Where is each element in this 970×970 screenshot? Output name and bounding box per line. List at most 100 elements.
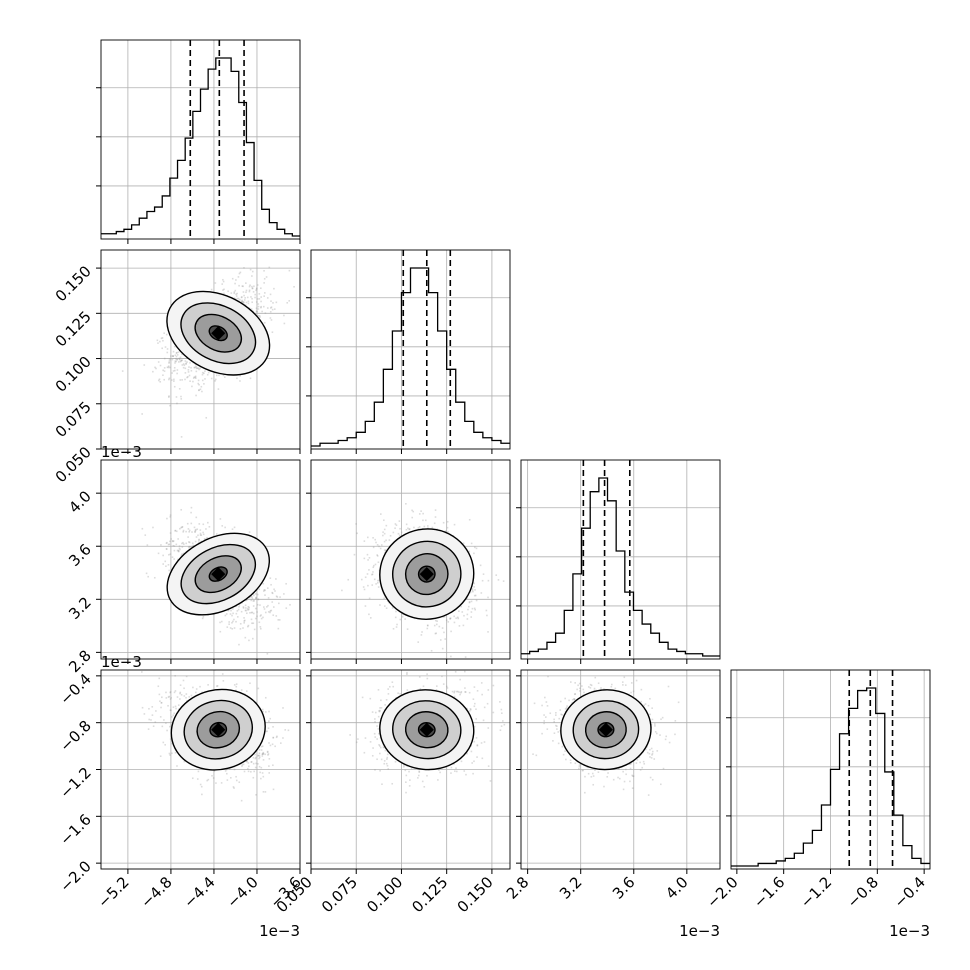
- scatter-point: [235, 620, 237, 623]
- scatter-point: [263, 321, 266, 324]
- scatter-point: [232, 608, 234, 610]
- scatter-point: [158, 378, 161, 381]
- scatter-point: [162, 554, 164, 557]
- scatter-point: [181, 353, 183, 356]
- scatter-point: [473, 552, 475, 555]
- scatter-point: [173, 345, 176, 348]
- scatter-point: [466, 613, 469, 616]
- scatter-point: [353, 553, 356, 556]
- scatter-point: [146, 544, 149, 546]
- scatter-point: [189, 362, 191, 364]
- scatter-point: [215, 533, 218, 535]
- scatter-point: [183, 760, 186, 763]
- scatter-point: [200, 385, 203, 388]
- scatter-point: [242, 627, 244, 629]
- scatter-point: [191, 385, 193, 388]
- scatter-point: [197, 379, 200, 382]
- scatter-point: [178, 545, 181, 547]
- scatter-point: [171, 358, 174, 361]
- scatter-point: [250, 761, 253, 763]
- scatter-point: [181, 546, 184, 548]
- scatter-point: [143, 364, 146, 366]
- scatter-point: [288, 269, 291, 272]
- scatter-point: [341, 589, 343, 592]
- density-peak: [211, 326, 226, 341]
- scatter-point: [261, 755, 264, 757]
- scatter-point: [252, 756, 255, 759]
- scatter-point: [177, 550, 180, 552]
- scatter-point: [392, 627, 395, 630]
- scatter-point: [169, 516, 172, 518]
- scatter-point: [473, 586, 476, 588]
- scatter-point: [248, 639, 250, 642]
- scatter-point: [385, 524, 388, 527]
- scatter-point: [435, 623, 438, 626]
- scatter-point: [441, 647, 444, 650]
- scatter-point: [171, 556, 174, 558]
- scatter-point: [273, 308, 276, 310]
- scatter-point: [213, 770, 216, 772]
- scatter-point: [405, 523, 408, 526]
- scatter-point: [463, 614, 465, 617]
- scatter-point: [198, 539, 200, 541]
- scatter-point: [141, 527, 144, 530]
- scatter-point: [269, 610, 272, 612]
- scatter-point: [254, 593, 257, 595]
- scatter-point: [182, 552, 185, 555]
- scatter-point: [196, 778, 199, 780]
- scatter-point: [244, 604, 247, 607]
- scatter-point: [214, 378, 217, 381]
- scatter-point: [159, 755, 162, 757]
- scatter-point: [177, 361, 180, 363]
- scatter-point: [206, 373, 209, 376]
- scatter-point: [264, 594, 266, 596]
- scatter-point: [169, 366, 171, 369]
- scatter-point: [404, 618, 406, 620]
- scatter-point: [166, 348, 169, 350]
- scatter-point: [255, 762, 257, 765]
- scatter-point: [260, 306, 262, 309]
- scatter-point: [236, 610, 239, 612]
- scatter-point: [179, 691, 182, 694]
- scatter-point: [383, 532, 386, 535]
- scatter-point: [190, 366, 192, 369]
- scatter-point: [473, 607, 476, 610]
- scatter-point: [239, 298, 241, 301]
- scatter-point: [271, 308, 274, 311]
- scatter-point: [194, 531, 196, 533]
- scatter-point: [224, 770, 227, 772]
- scatter-point: [246, 612, 248, 615]
- scatter-point: [175, 396, 178, 398]
- scatter-point: [175, 707, 177, 710]
- scatter-point: [433, 624, 436, 627]
- scatter-point: [176, 369, 179, 371]
- scatter-point: [232, 786, 235, 788]
- scatter-point: [196, 528, 199, 531]
- scatter-point: [167, 366, 170, 369]
- scatter-point: [379, 513, 382, 515]
- scatter-point: [263, 590, 265, 592]
- scatter-point: [197, 534, 199, 537]
- scatter-point: [145, 572, 148, 575]
- scatter-point: [481, 579, 484, 582]
- scatter-point: [288, 300, 291, 302]
- scatter-point: [254, 296, 256, 299]
- scatter-point: [233, 627, 236, 629]
- scatter-point: [470, 611, 473, 613]
- scatter-point: [245, 607, 247, 609]
- scatter-point: [207, 778, 210, 781]
- scatter-point: [185, 362, 187, 365]
- scatter-point: [170, 379, 173, 381]
- scatter-point: [169, 532, 172, 534]
- scatter-point: [233, 526, 236, 529]
- scatter-point: [174, 354, 177, 357]
- scatter-point: [195, 394, 197, 397]
- scatter-point: [252, 600, 255, 602]
- scatter-point: [226, 626, 229, 628]
- scatter-point: [456, 616, 459, 619]
- panel-p3-vs-p0: [141, 670, 290, 802]
- scatter-point: [472, 590, 474, 593]
- scatter-point: [263, 270, 265, 272]
- scatter-point: [424, 519, 427, 522]
